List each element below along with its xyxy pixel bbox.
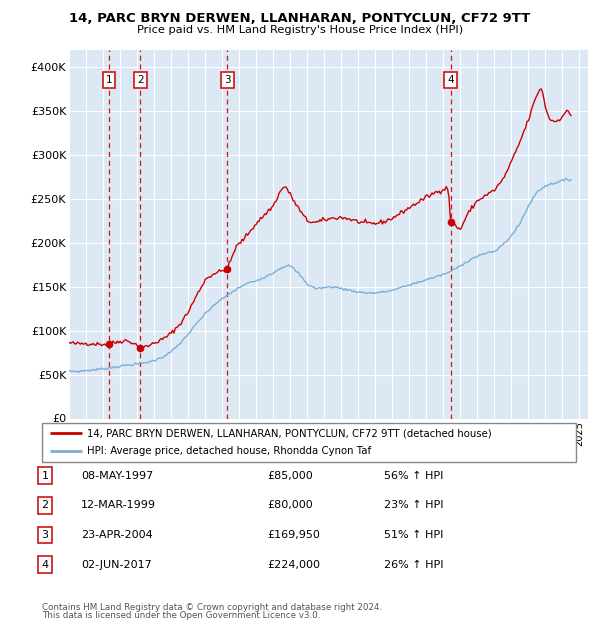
- Text: This data is licensed under the Open Government Licence v3.0.: This data is licensed under the Open Gov…: [42, 611, 320, 620]
- Text: 02-JUN-2017: 02-JUN-2017: [81, 560, 152, 570]
- Text: 3: 3: [41, 530, 49, 540]
- Text: £85,000: £85,000: [267, 471, 313, 480]
- Text: 12-MAR-1999: 12-MAR-1999: [81, 500, 156, 510]
- Text: 26% ↑ HPI: 26% ↑ HPI: [384, 560, 443, 570]
- Text: £80,000: £80,000: [267, 500, 313, 510]
- Text: 1: 1: [41, 471, 49, 480]
- Text: 4: 4: [41, 560, 49, 570]
- Text: £169,950: £169,950: [267, 530, 320, 540]
- Text: 51% ↑ HPI: 51% ↑ HPI: [384, 530, 443, 540]
- Text: 2: 2: [137, 76, 143, 86]
- Text: 2: 2: [41, 500, 49, 510]
- Text: 3: 3: [224, 76, 231, 86]
- Text: 14, PARC BRYN DERWEN, LLANHARAN, PONTYCLUN, CF72 9TT (detached house): 14, PARC BRYN DERWEN, LLANHARAN, PONTYCL…: [88, 428, 492, 438]
- Text: 4: 4: [447, 76, 454, 86]
- Text: Price paid vs. HM Land Registry's House Price Index (HPI): Price paid vs. HM Land Registry's House …: [137, 25, 463, 35]
- Text: 56% ↑ HPI: 56% ↑ HPI: [384, 471, 443, 480]
- Text: 23-APR-2004: 23-APR-2004: [81, 530, 153, 540]
- Text: Contains HM Land Registry data © Crown copyright and database right 2024.: Contains HM Land Registry data © Crown c…: [42, 603, 382, 612]
- Text: 14, PARC BRYN DERWEN, LLANHARAN, PONTYCLUN, CF72 9TT: 14, PARC BRYN DERWEN, LLANHARAN, PONTYCL…: [70, 12, 530, 25]
- Text: £224,000: £224,000: [267, 560, 320, 570]
- Text: HPI: Average price, detached house, Rhondda Cynon Taf: HPI: Average price, detached house, Rhon…: [88, 446, 371, 456]
- Text: 08-MAY-1997: 08-MAY-1997: [81, 471, 153, 480]
- Text: 23% ↑ HPI: 23% ↑ HPI: [384, 500, 443, 510]
- FancyBboxPatch shape: [42, 423, 576, 462]
- Text: 1: 1: [106, 76, 112, 86]
